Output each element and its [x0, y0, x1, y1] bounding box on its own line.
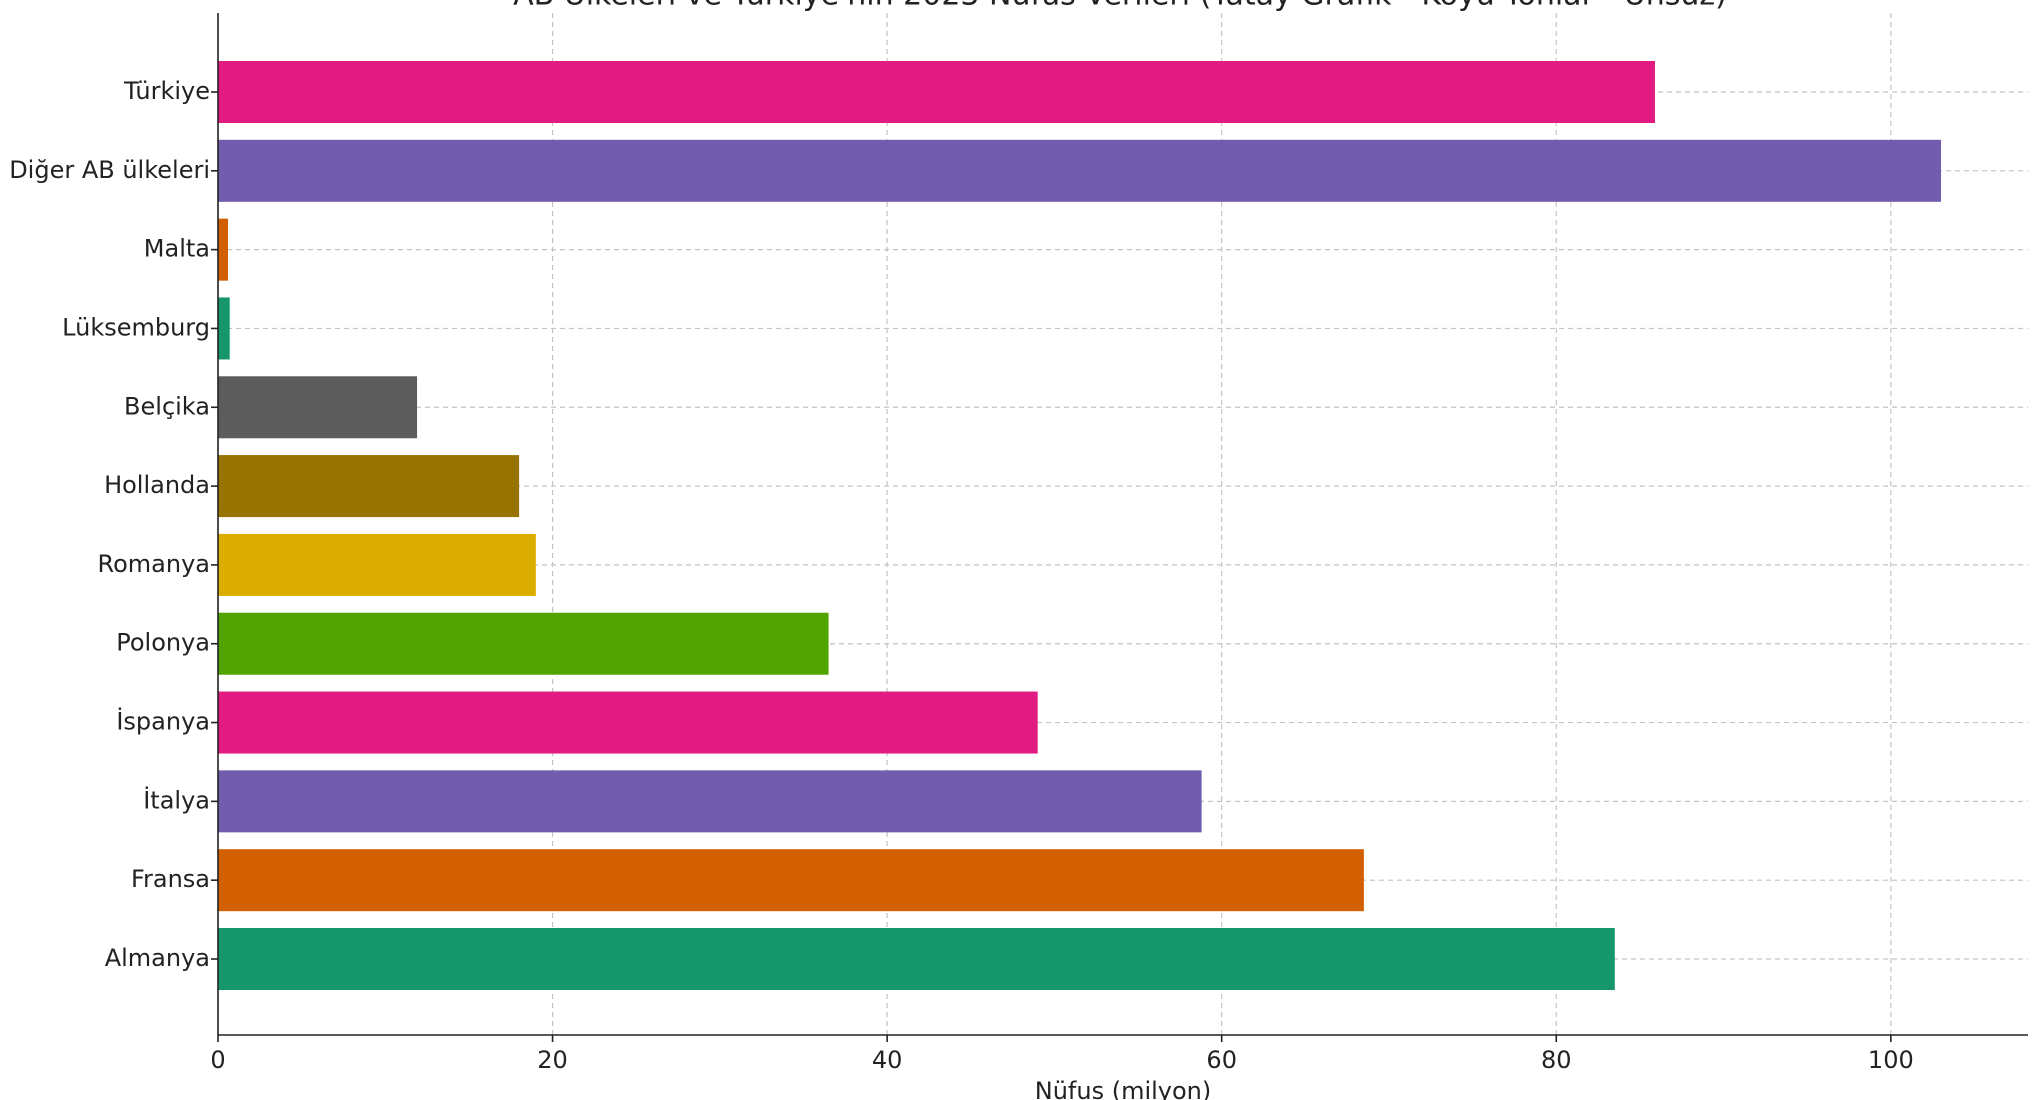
y-tick-label: Hollanda [104, 471, 210, 499]
bar [218, 61, 1655, 123]
y-tick-label: Fransa [131, 865, 210, 893]
bar [218, 533, 536, 596]
x-tick-label: 0 [210, 1046, 225, 1074]
y-tick-label: Almanya [105, 944, 210, 972]
chart-title: AB Ülkeleri ve Türkiye'nin 2023 Nüfus Ve… [513, 0, 1727, 13]
y-tick-label: Türkiye [123, 77, 210, 105]
bar [218, 218, 229, 281]
y-tick-label: Malta [144, 235, 210, 263]
bar [218, 691, 1038, 754]
x-tick-label: 100 [1868, 1046, 1914, 1074]
bar [218, 455, 520, 518]
bar [218, 849, 1364, 912]
y-tick-label: Belçika [124, 392, 210, 420]
bar [218, 376, 418, 439]
y-tick-label: Diğer AB ülkeleri [9, 156, 210, 184]
bar [218, 612, 829, 675]
y-tick-label: Lüksemburg [62, 313, 210, 341]
x-tick-label: 40 [872, 1046, 903, 1074]
x-tick-label: 20 [537, 1046, 568, 1074]
y-tick-label: İtalya [143, 785, 210, 814]
x-tick-label: 60 [1206, 1046, 1237, 1074]
x-tick-label: 80 [1541, 1046, 1572, 1074]
y-tick-label: Romanya [98, 550, 211, 578]
x-axis-label: Nüfus (milyon) [1035, 1077, 1212, 1100]
y-tick-label: İspanya [116, 707, 210, 736]
bar [218, 297, 230, 360]
y-tick-label: Polonya [116, 629, 210, 657]
bar [218, 139, 1942, 202]
bar [218, 770, 1202, 833]
bar [218, 928, 1615, 990]
